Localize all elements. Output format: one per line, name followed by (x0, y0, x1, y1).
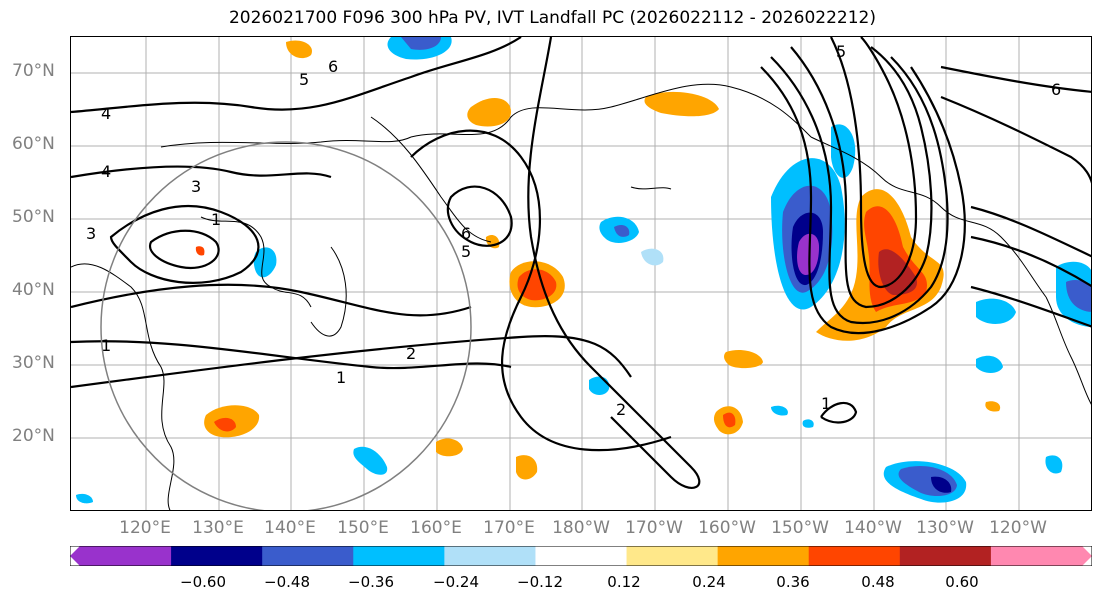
lon-label-140e: 140°E (264, 518, 316, 538)
lon-label-160e: 160°E (410, 518, 462, 538)
contour-label-1b: 1 (336, 368, 346, 387)
colorbar-segment (262, 546, 354, 566)
contour-label-6b: 6 (461, 224, 471, 243)
lat-label-60n: 60°N (12, 134, 55, 154)
colorbar-segment (444, 546, 536, 566)
colorbar-segment (990, 546, 1083, 566)
contour-label-3: 3 (86, 224, 96, 243)
lon-label-130w: 130°W (916, 518, 974, 538)
lon-label-140w: 140°W (844, 518, 902, 538)
colorbar-extend-low (70, 546, 80, 566)
colorbar-tick: −0.48 (264, 573, 310, 591)
colorbar-tick: 0.12 (607, 573, 641, 591)
colorbar-tick: 0.36 (776, 573, 810, 591)
colorbar-tick: −0.36 (348, 573, 394, 591)
colorbar-tick: −0.60 (180, 573, 226, 591)
contour-label-2: 2 (406, 344, 416, 363)
contour-label-1d: 1 (211, 210, 221, 229)
colorbar-tick: 0.24 (692, 573, 726, 591)
contour-label-2b: 2 (616, 400, 626, 419)
colorbar-tick: 0.60 (945, 573, 979, 591)
lon-label-120w: 120°W (989, 518, 1047, 538)
lat-label-20n: 20°N (12, 426, 55, 446)
radius-circle (100, 141, 472, 510)
lat-label-70n: 70°N (12, 61, 55, 81)
lon-label-170w: 170°W (625, 518, 683, 538)
contour-label-5c: 5 (461, 242, 471, 261)
contour-label-5b: 5 (836, 42, 846, 61)
colorbar-segment (717, 546, 810, 566)
colorbar-segment (626, 546, 719, 566)
colorbar-segment (899, 546, 992, 566)
lat-label-40n: 40°N (12, 280, 55, 300)
lat-label-30n: 30°N (12, 353, 55, 373)
lon-label-150e: 150°E (337, 518, 389, 538)
lon-label-180w: 180°W (552, 518, 610, 538)
lon-label-120e: 120°E (119, 518, 171, 538)
lon-label-170e: 170°E (483, 518, 535, 538)
ivt-anomaly-fills (76, 37, 1091, 504)
colorbar-extend-high (1082, 546, 1092, 566)
contour-labels: 1 1 2 3 4 4 5 5 5 6 6 6 1 2 3 1 (86, 42, 1061, 419)
map-canvas: 1 1 2 3 4 4 5 5 5 6 6 6 1 2 3 1 (71, 37, 1091, 510)
lon-label-150w: 150°W (771, 518, 829, 538)
contour-label-4b: 4 (101, 162, 111, 181)
colorbar-segment (353, 546, 445, 566)
lat-label-50n: 50°N (12, 207, 55, 227)
contour-label-3b: 3 (191, 177, 201, 196)
coastlines (71, 83, 1091, 510)
colorbar-tick: 0.48 (861, 573, 895, 591)
colorbar-segment (808, 546, 901, 566)
contour-label-1c: 1 (821, 394, 831, 413)
contour-label-5: 5 (299, 70, 309, 89)
map-panel: 1 1 2 3 4 4 5 5 5 6 6 6 1 2 3 1 (70, 36, 1092, 511)
lon-label-130e: 130°E (192, 518, 244, 538)
colorbar (70, 546, 1092, 566)
contour-label-4: 4 (101, 104, 111, 123)
colorbar-segment (535, 546, 628, 566)
pv-contours (71, 37, 1091, 489)
colorbar-segment (171, 546, 263, 566)
contour-label-6: 6 (328, 57, 338, 76)
contour-label-6c: 6 (1051, 80, 1061, 99)
colorbar-tick: −0.24 (433, 573, 479, 591)
lon-label-160w: 160°W (698, 518, 756, 538)
colorbar-tick: −0.12 (517, 573, 563, 591)
contour-label-1: 1 (101, 336, 111, 355)
figure-title: 2026021700 F096 300 hPa PV, IVT Landfall… (228, 8, 876, 28)
colorbar-segment (80, 546, 172, 566)
